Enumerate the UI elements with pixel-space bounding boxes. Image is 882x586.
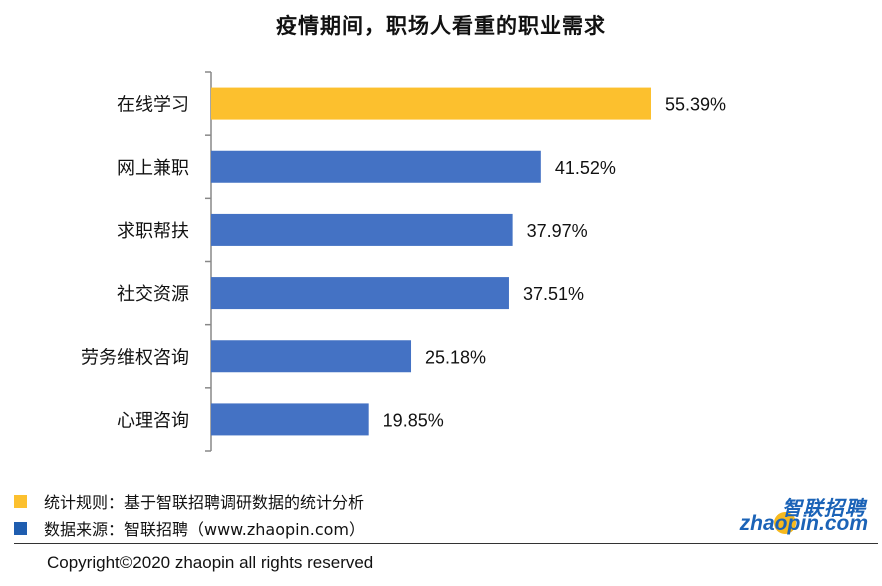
category-label: 在线学习 (117, 95, 189, 116)
bar (211, 150, 541, 183)
bar (211, 403, 369, 436)
bar (211, 340, 412, 373)
category-label: 网上兼职 (117, 158, 189, 179)
data-label: 37.51% (523, 284, 584, 304)
legend-swatch-blue (14, 521, 27, 535)
legend-text-source: 数据来源：智联招聘（www.zhaopin.com） (44, 520, 366, 539)
chart-title: 疫情期间，职场人看重的职业需求 (276, 14, 606, 38)
category-label: 社交资源 (117, 284, 189, 305)
data-label: 37.97% (527, 221, 588, 241)
logo-text-en: zhaopin.com (739, 512, 868, 535)
legend-item-rule: 统计规则：基于智联招聘调研数据的统计分析 (14, 489, 364, 513)
logo-text-cn: 智联招聘 (782, 496, 866, 520)
zhaopin-logo: 智联招聘 zhaopin.com (728, 492, 878, 540)
legend-text-rule: 统计规则：基于智联招聘调研数据的统计分析 (44, 493, 365, 512)
bar-chart: 在线学习 55.39% 网上兼职 41.52% 求职帮扶 37.97% 社交资源 37.51%… (81, 71, 726, 452)
category-label: 求职帮扶 (117, 221, 189, 242)
data-label: 41.52% (555, 158, 616, 178)
category-label: 心理咨询 (117, 410, 189, 431)
data-label: 19.85% (383, 410, 444, 430)
category-label: 劳务维权咨询 (81, 347, 189, 368)
copyright-text: Copyright©2020 zhaopin all rights reserv… (47, 553, 374, 572)
data-label: 55.39% (665, 95, 726, 115)
legend-item-source: 数据来源：智联招聘（www.zhaopin.com） (14, 516, 365, 540)
bar (211, 213, 513, 246)
bar (211, 277, 509, 310)
data-label: 25.18% (425, 347, 486, 367)
legend-swatch-yellow (14, 494, 27, 508)
bar (211, 87, 651, 120)
footer-divider (14, 543, 878, 544)
